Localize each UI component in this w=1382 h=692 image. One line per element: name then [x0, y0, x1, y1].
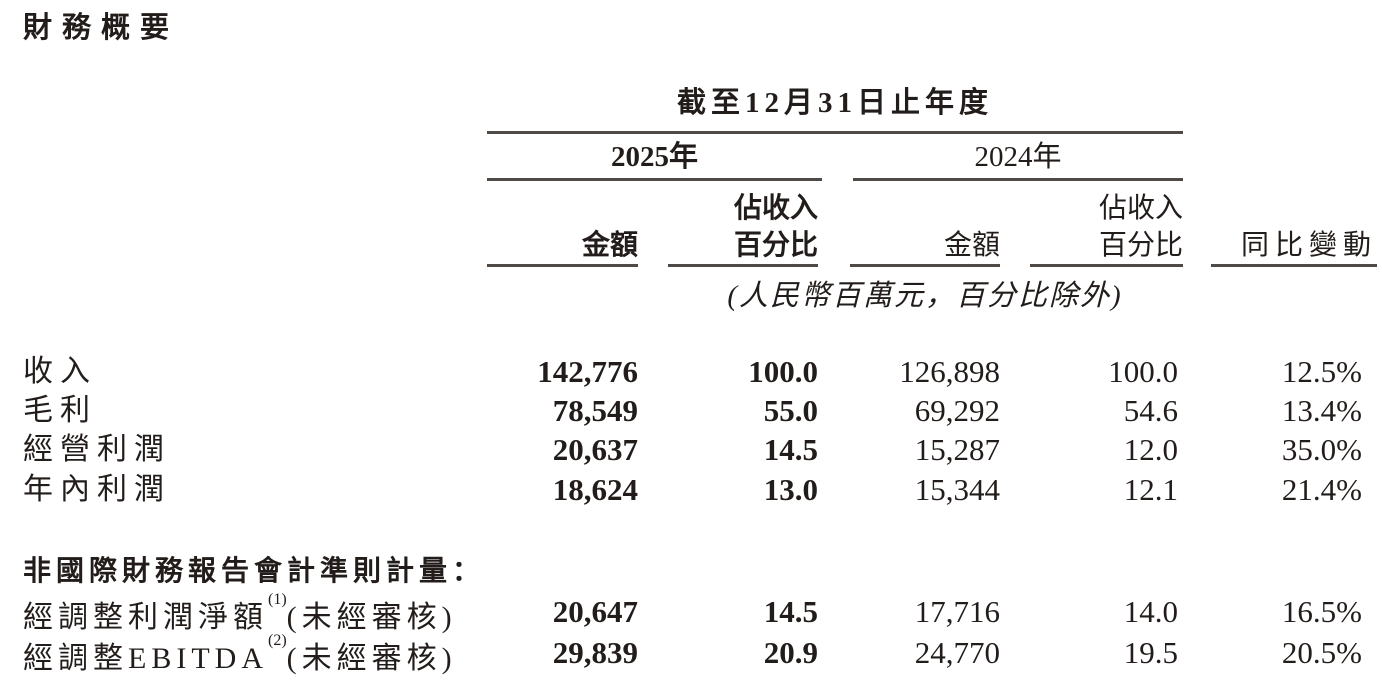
column-header-pct-2025: 佔收入 百分比: [640, 190, 818, 264]
amount-2024-value: 24,770: [914, 635, 1000, 670]
amount-2025-value: 78,549: [552, 393, 638, 428]
footnote-marker: (2): [267, 632, 287, 649]
amount-2025-value: 20,647: [552, 594, 638, 629]
column-header-pct-2024-line1: 佔收入: [1098, 193, 1183, 224]
footnote-marker: (1): [268, 591, 287, 608]
table-row-adjusted-ebitda: 經調整EBITDA(2)(未經審核) 29,839 20.9 24,770 19…: [0, 632, 1382, 675]
row-label: 經營利潤: [23, 433, 171, 466]
column-underline-yoy: [1211, 264, 1377, 267]
row-label: 毛利: [23, 394, 97, 427]
amount-2024-value: 15,287: [914, 432, 1000, 467]
pct-2025-value: 100.0: [748, 354, 818, 389]
column-underline-pct-2025: [668, 264, 818, 267]
row-label-suffix: (未經審核): [286, 601, 457, 634]
amount-2024-value: 17,716: [914, 594, 1000, 629]
amount-2025-value: 29,839: [552, 635, 638, 670]
period-header: 截至12月31日止年度: [676, 87, 993, 119]
row-label-main: 經調整EBITDA: [23, 642, 268, 675]
table-row-profit-for-year: 年內利潤 18,624 13.0 15,344 12.1 21.4%: [0, 470, 1382, 509]
period-header-rule: [487, 131, 1183, 134]
amount-2024-value: 15,344: [914, 472, 1000, 507]
year-2025-header: 2025年: [610, 141, 698, 173]
yoy-value: 12.5%: [1281, 354, 1362, 389]
unit-note: (人民幣百萬元，百分比除外): [727, 280, 1123, 312]
yoy-value: 13.4%: [1281, 393, 1362, 428]
row-label-main: 經調整利潤淨額: [23, 601, 268, 634]
pct-2025-value: 20.9: [763, 635, 818, 670]
amount-2024-value: 126,898: [899, 354, 1000, 389]
column-header-pct-2025-line1: 佔收入: [733, 193, 818, 224]
pct-2024-value: 12.1: [1123, 472, 1178, 507]
row-label: 經調整EBITDA(2)(未經審核): [23, 632, 457, 678]
column-header-amount-2025: 金額: [581, 230, 638, 261]
table-row-revenue: 收入 142,776 100.0 126,898 100.0 12.5%: [0, 352, 1382, 391]
column-header-pct-2025-line2: 百分比: [733, 230, 818, 261]
column-header-pct-2024: 佔收入 百分比: [1005, 190, 1183, 264]
pct-2025-value: 13.0: [763, 472, 818, 507]
column-underline-amount-2025: [487, 264, 638, 267]
pct-2024-value: 100.0: [1108, 354, 1178, 389]
amount-2025-value: 142,776: [537, 354, 638, 389]
row-label: 年內利潤: [23, 473, 171, 506]
amount-2025-value: 20,637: [552, 432, 638, 467]
column-header-pct-2024-line2: 百分比: [1098, 230, 1183, 261]
year-2025-group-rule: [487, 178, 822, 181]
pct-2024-value: 19.5: [1123, 635, 1178, 670]
yoy-value: 35.0%: [1281, 432, 1362, 467]
column-underline-amount-2024: [850, 264, 1000, 267]
row-label-suffix: (未經審核): [286, 642, 457, 675]
yoy-value: 16.5%: [1281, 594, 1362, 629]
yoy-value: 21.4%: [1281, 472, 1362, 507]
table-row-operating-profit: 經營利潤 20,637 14.5 15,287 12.0 35.0%: [0, 430, 1382, 469]
pct-2024-value: 54.6: [1123, 393, 1178, 428]
table-row-gross-profit: 毛利 78,549 55.0 69,292 54.6 13.4%: [0, 391, 1382, 430]
year-2024-header: 2024年: [974, 141, 1062, 173]
pct-2024-value: 14.0: [1123, 594, 1178, 629]
page-title: 財務概要: [23, 12, 180, 44]
pct-2025-value: 14.5: [763, 432, 818, 467]
yoy-value: 20.5%: [1281, 635, 1362, 670]
column-header-amount-2024: 金額: [943, 230, 1000, 261]
pct-2025-value: 55.0: [763, 393, 818, 428]
non-ifrs-section-header: 非國際財務報告會計準則計量：: [23, 555, 486, 586]
table-row-adjusted-net-profit: 經調整利潤淨額(1)(未經審核) 20,647 14.5 17,716 14.0…: [0, 591, 1382, 634]
pct-2024-value: 12.0: [1123, 432, 1178, 467]
pct-2025-value: 14.5: [763, 594, 818, 629]
amount-2024-value: 69,292: [914, 393, 1000, 428]
row-label: 經調整利潤淨額(1)(未經審核): [23, 591, 457, 637]
column-underline-pct-2024: [1030, 264, 1183, 267]
amount-2025-value: 18,624: [552, 472, 638, 507]
column-header-yoy: 同比變動: [1240, 230, 1377, 261]
year-2024-group-rule: [853, 178, 1183, 181]
row-label: 收入: [23, 355, 97, 388]
